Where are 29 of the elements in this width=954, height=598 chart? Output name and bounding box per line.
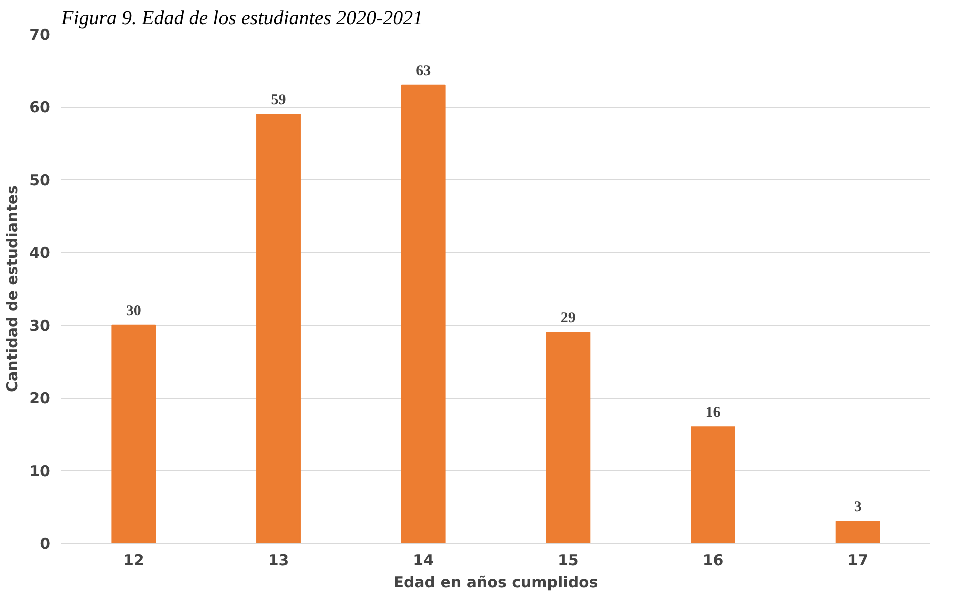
x-tick-label: 17 [848,552,869,570]
bar [112,324,156,544]
y-tick-label: 0 [40,535,50,553]
x-tick-label: 16 [702,552,724,570]
y-tick-label: 20 [30,390,50,408]
x-tick-label: 13 [268,552,290,570]
data-label: 30 [126,303,142,320]
y-tick-label: 60 [30,98,50,117]
chart-title: Figura 9. Edad de los estudiantes 2020-2021 [60,8,424,30]
bar [691,426,736,544]
data-label: 29 [560,310,576,327]
data-label: 63 [416,63,432,80]
y-tick-label: 50 [30,171,50,190]
x-tick-label: 14 [413,552,434,570]
data-label: 16 [706,405,722,422]
y-tick-label: 30 [30,316,50,335]
y-axis-title: Cantidad de estudiantes [4,185,22,392]
y-tick-label: 10 [30,462,50,480]
bar [546,332,591,544]
x-tick-label: 12 [123,552,144,570]
bar [836,521,880,544]
data-label: 3 [854,500,862,516]
x-tick-label: 15 [558,552,579,570]
bar [256,114,301,544]
x-axis-title: Edad en años cumplidos [394,574,598,592]
y-tick-label: 40 [30,244,50,262]
y-tick-label: 70 [30,26,50,44]
data-label: 59 [271,92,286,108]
bar [401,84,446,544]
